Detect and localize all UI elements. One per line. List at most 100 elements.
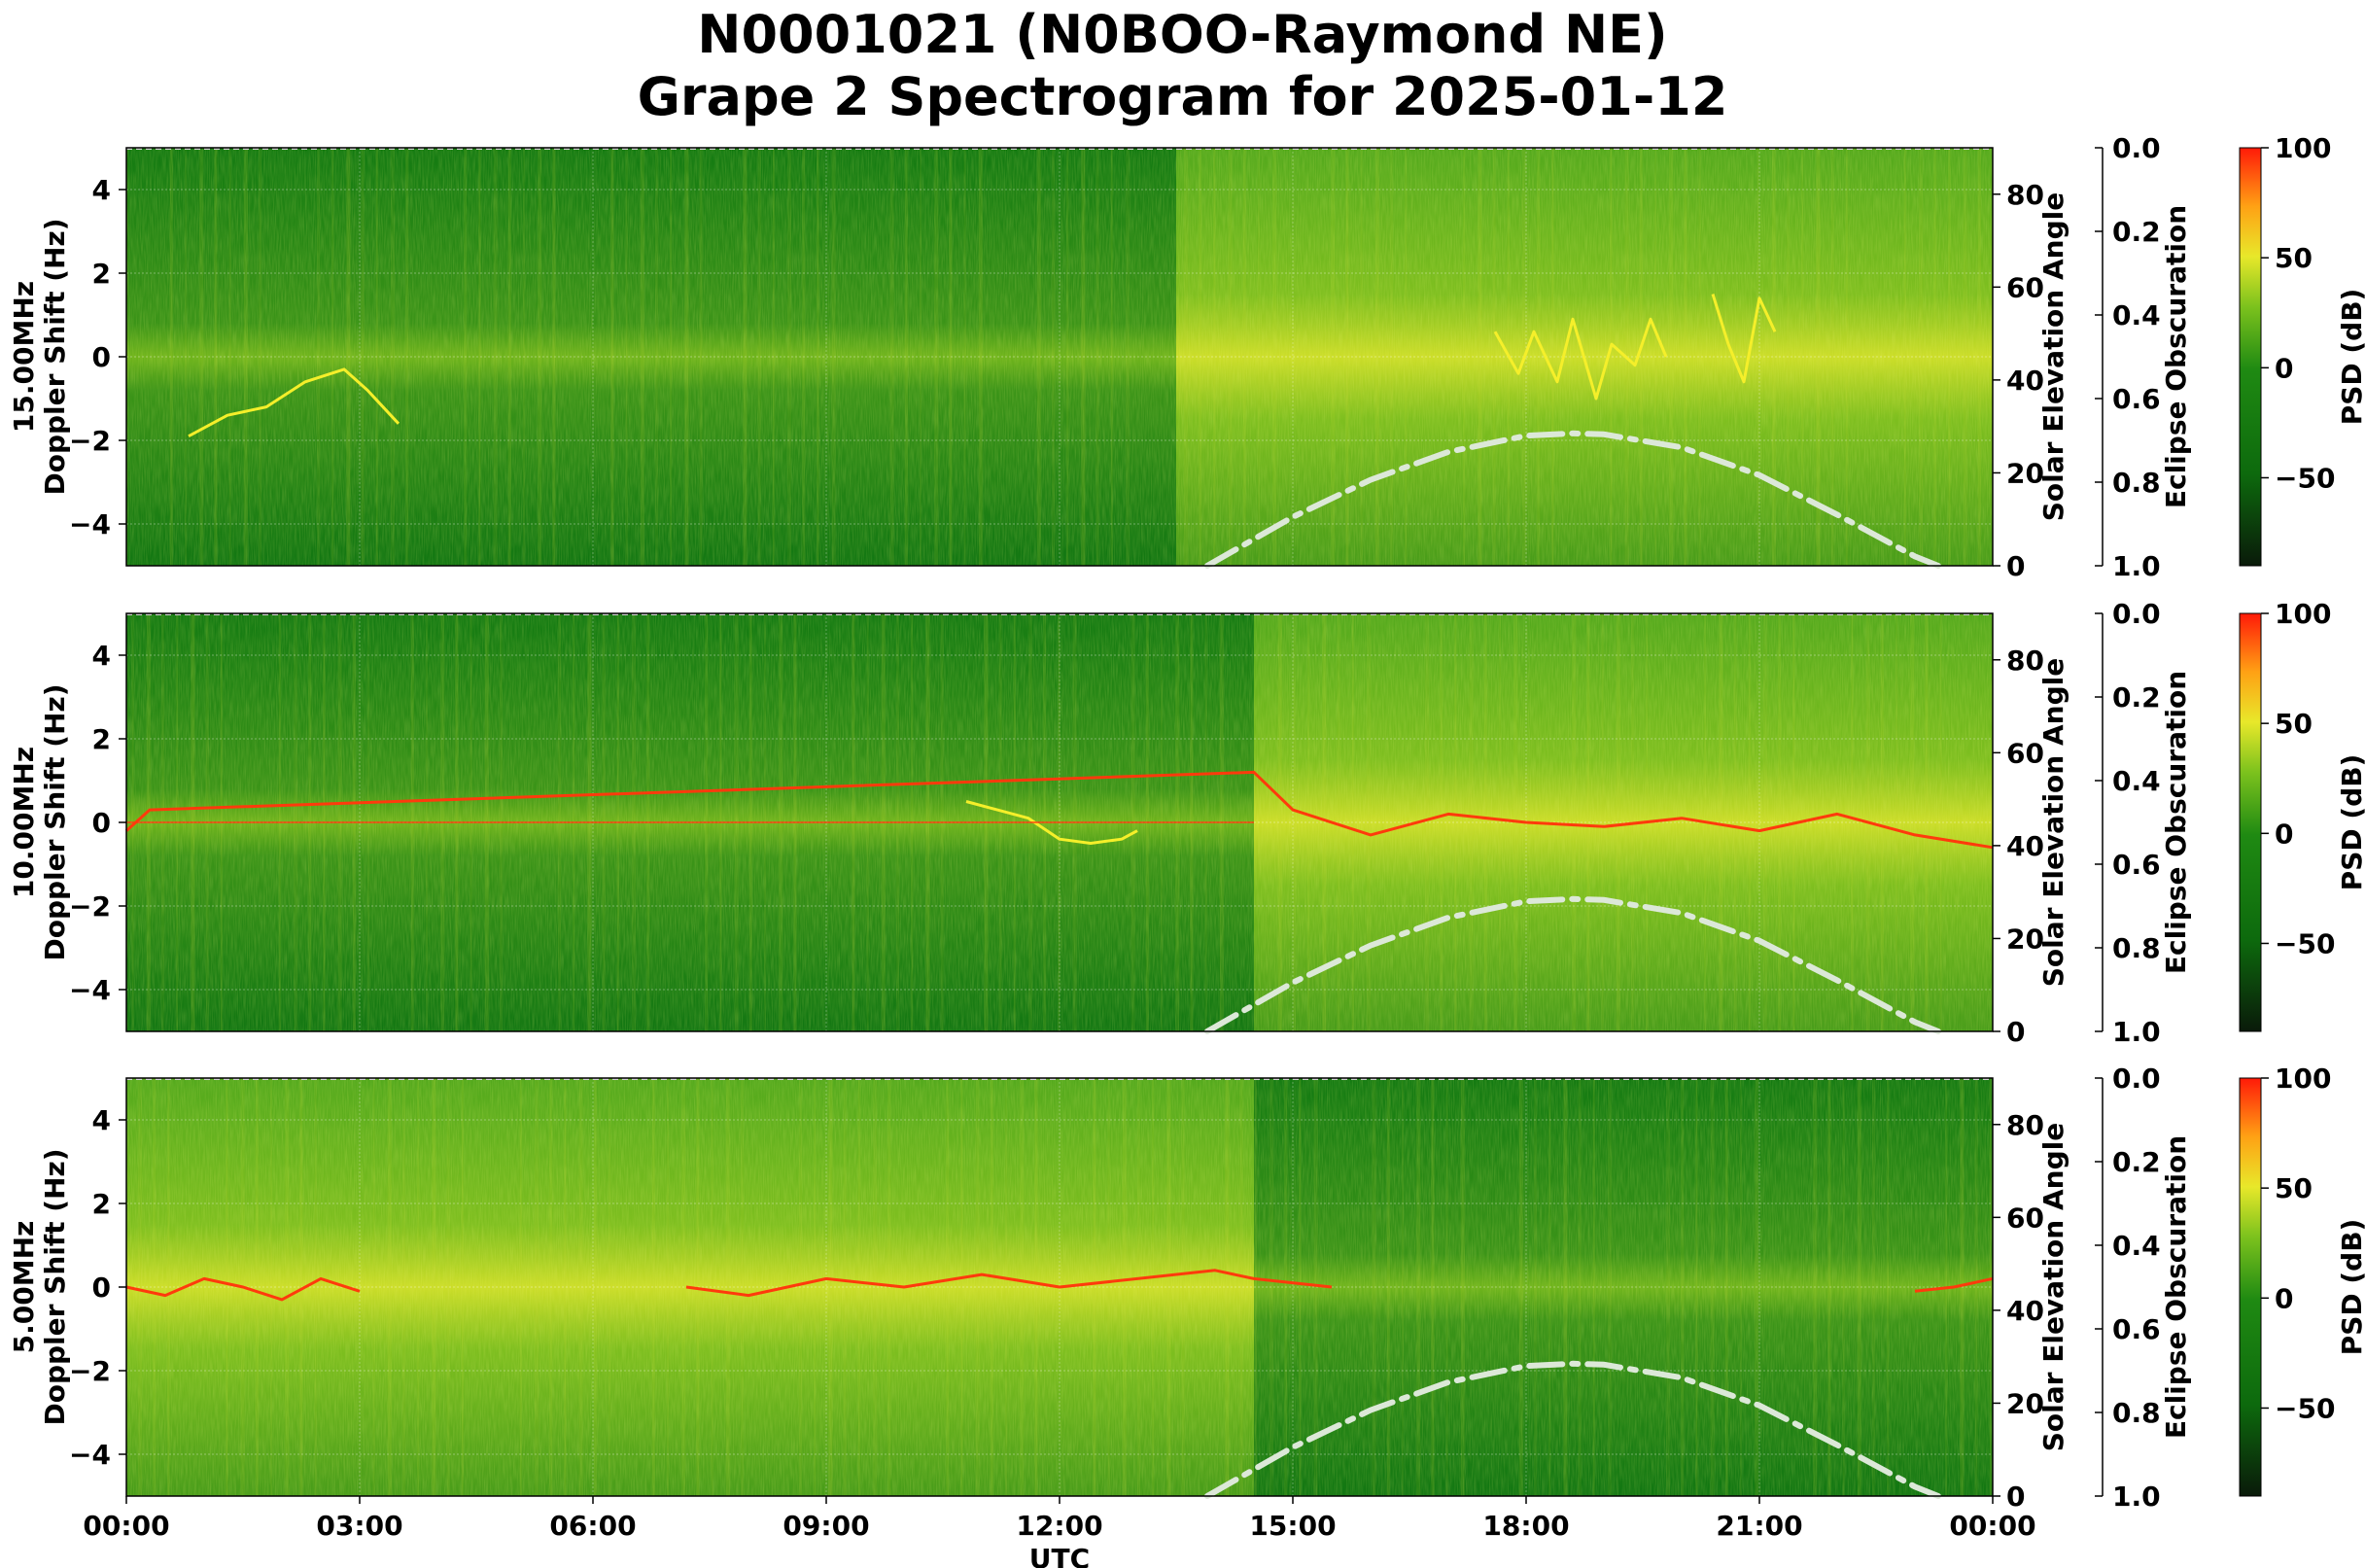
streak <box>446 1078 450 1496</box>
y-tick-label: 4 <box>92 1104 111 1136</box>
y-tick-label: −2 <box>69 890 111 923</box>
elev-tick-label: 80 <box>2006 179 2044 211</box>
streak <box>1756 148 1759 566</box>
streak <box>1431 1078 1435 1496</box>
streak <box>814 1078 817 1496</box>
y-tick-label: −2 <box>69 1355 111 1387</box>
streak <box>1681 1078 1685 1496</box>
streak <box>655 148 658 566</box>
streak <box>1733 613 1737 1031</box>
streak <box>1887 1078 1890 1496</box>
streak <box>1213 148 1216 566</box>
elev-tick-label: 40 <box>2006 365 2044 397</box>
streak <box>1608 1078 1612 1496</box>
colorbar <box>2239 1077 2262 1497</box>
streak <box>1895 613 1897 1031</box>
eclipse-tick-label: 0.2 <box>2112 681 2161 714</box>
streak <box>1152 1078 1155 1496</box>
streak <box>1337 613 1340 1031</box>
streak <box>975 1078 980 1496</box>
streak <box>549 1078 553 1496</box>
x-tick-label: 12:00 <box>1016 1510 1102 1542</box>
elev-tick-label: 0 <box>2006 1481 2025 1513</box>
streak <box>651 1078 655 1496</box>
chart-title: N0001021 (N0BOO-Raymond NE) Grape 2 Spec… <box>0 4 2365 128</box>
streak <box>1425 613 1429 1031</box>
eclipse-tick-label: 0.6 <box>2112 1313 2161 1345</box>
streak <box>314 1078 317 1496</box>
x-tick-label: 15:00 <box>1249 1510 1336 1542</box>
streak <box>684 148 689 566</box>
streak <box>535 1078 539 1496</box>
x-axis-label: UTC <box>1029 1543 1090 1568</box>
eclipse-tick-label: 0.0 <box>2112 1063 2161 1095</box>
streak <box>1813 1078 1818 1496</box>
streak <box>346 148 351 566</box>
streak <box>1974 1078 1978 1496</box>
streak <box>1801 148 1804 566</box>
streak <box>1548 1078 1551 1496</box>
streak <box>1454 613 1457 1031</box>
streak <box>1107 1078 1110 1496</box>
x-tick-label: 06:00 <box>549 1510 636 1542</box>
streak <box>625 148 628 566</box>
streak <box>1572 613 1577 1031</box>
title-line-2: Grape 2 Spectrogram for 2025-01-12 <box>637 66 1728 127</box>
streak <box>138 1078 142 1496</box>
streak <box>375 148 378 566</box>
doppler-trace <box>125 1276 361 1302</box>
streak <box>507 148 511 566</box>
streak <box>1925 613 1929 1031</box>
colorbar-label: PSD (dB) <box>2336 1219 2365 1356</box>
spectrogram-noise <box>126 148 1993 566</box>
streak <box>199 148 204 566</box>
solar-elevation-curve <box>1204 430 1941 569</box>
doppler-trace <box>965 800 1138 845</box>
eclipse-tick-label: 0.8 <box>2112 932 2161 964</box>
streak <box>1763 613 1767 1031</box>
elev-tick-label: 0 <box>2006 550 2025 582</box>
streak <box>538 148 542 566</box>
streak <box>1463 148 1466 566</box>
streak <box>126 148 128 566</box>
y-tick-label: 0 <box>92 341 111 373</box>
streak <box>1367 613 1371 1031</box>
elev-tick-label: 60 <box>2006 271 2044 303</box>
streak <box>464 148 468 566</box>
streak <box>1093 1078 1096 1496</box>
eclipse-axis-label: Eclipse Obscuration <box>2160 671 2192 974</box>
y-axis-label-freq: 15.00MHz <box>8 281 40 433</box>
elev-tick-label: 40 <box>2006 830 2044 862</box>
streak <box>1416 1078 1421 1496</box>
streak <box>1778 613 1782 1031</box>
streak <box>978 148 983 566</box>
colorbar-tick-label: 50 <box>2275 242 2313 274</box>
elev-tick-label: 20 <box>2006 457 2044 489</box>
streak <box>1137 1078 1140 1496</box>
elev-tick-label: 60 <box>2006 737 2044 769</box>
streak <box>214 148 218 566</box>
streak <box>920 148 922 566</box>
colorbar-tick-label: −50 <box>2275 1392 2335 1424</box>
streak <box>1258 148 1260 566</box>
streak <box>681 1078 686 1496</box>
elev-tick-label: 0 <box>2006 1016 2025 1048</box>
eclipse-tick-label: 0.0 <box>2112 598 2161 630</box>
streak <box>1639 148 1643 566</box>
streak <box>1307 613 1310 1031</box>
streak <box>372 1078 375 1496</box>
streak <box>1034 1078 1038 1496</box>
streak <box>699 148 703 566</box>
streak <box>1827 1078 1831 1496</box>
colorbar-tick-label: −50 <box>2275 927 2335 959</box>
streak <box>1977 148 1981 566</box>
streak <box>1390 148 1393 566</box>
streak <box>1469 613 1474 1031</box>
streak <box>1963 148 1967 566</box>
streak <box>285 1078 290 1496</box>
x-tick-label: 18:00 <box>1482 1510 1569 1542</box>
streak <box>564 1078 567 1496</box>
elev-axis-label: Solar Elevation Angle <box>2037 192 2069 521</box>
streak <box>478 148 481 566</box>
